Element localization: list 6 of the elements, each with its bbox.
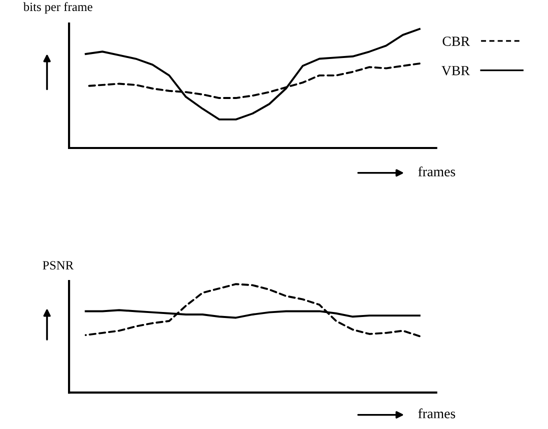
y-axis-title: bits per frame bbox=[23, 2, 92, 14]
x-axis-title: frames bbox=[418, 408, 456, 418]
legend-label: VBR bbox=[442, 66, 470, 76]
legend-label: CBR bbox=[442, 36, 470, 46]
x-axis-title: frames bbox=[418, 166, 456, 176]
y-axis-title: PSNR bbox=[42, 261, 74, 270]
